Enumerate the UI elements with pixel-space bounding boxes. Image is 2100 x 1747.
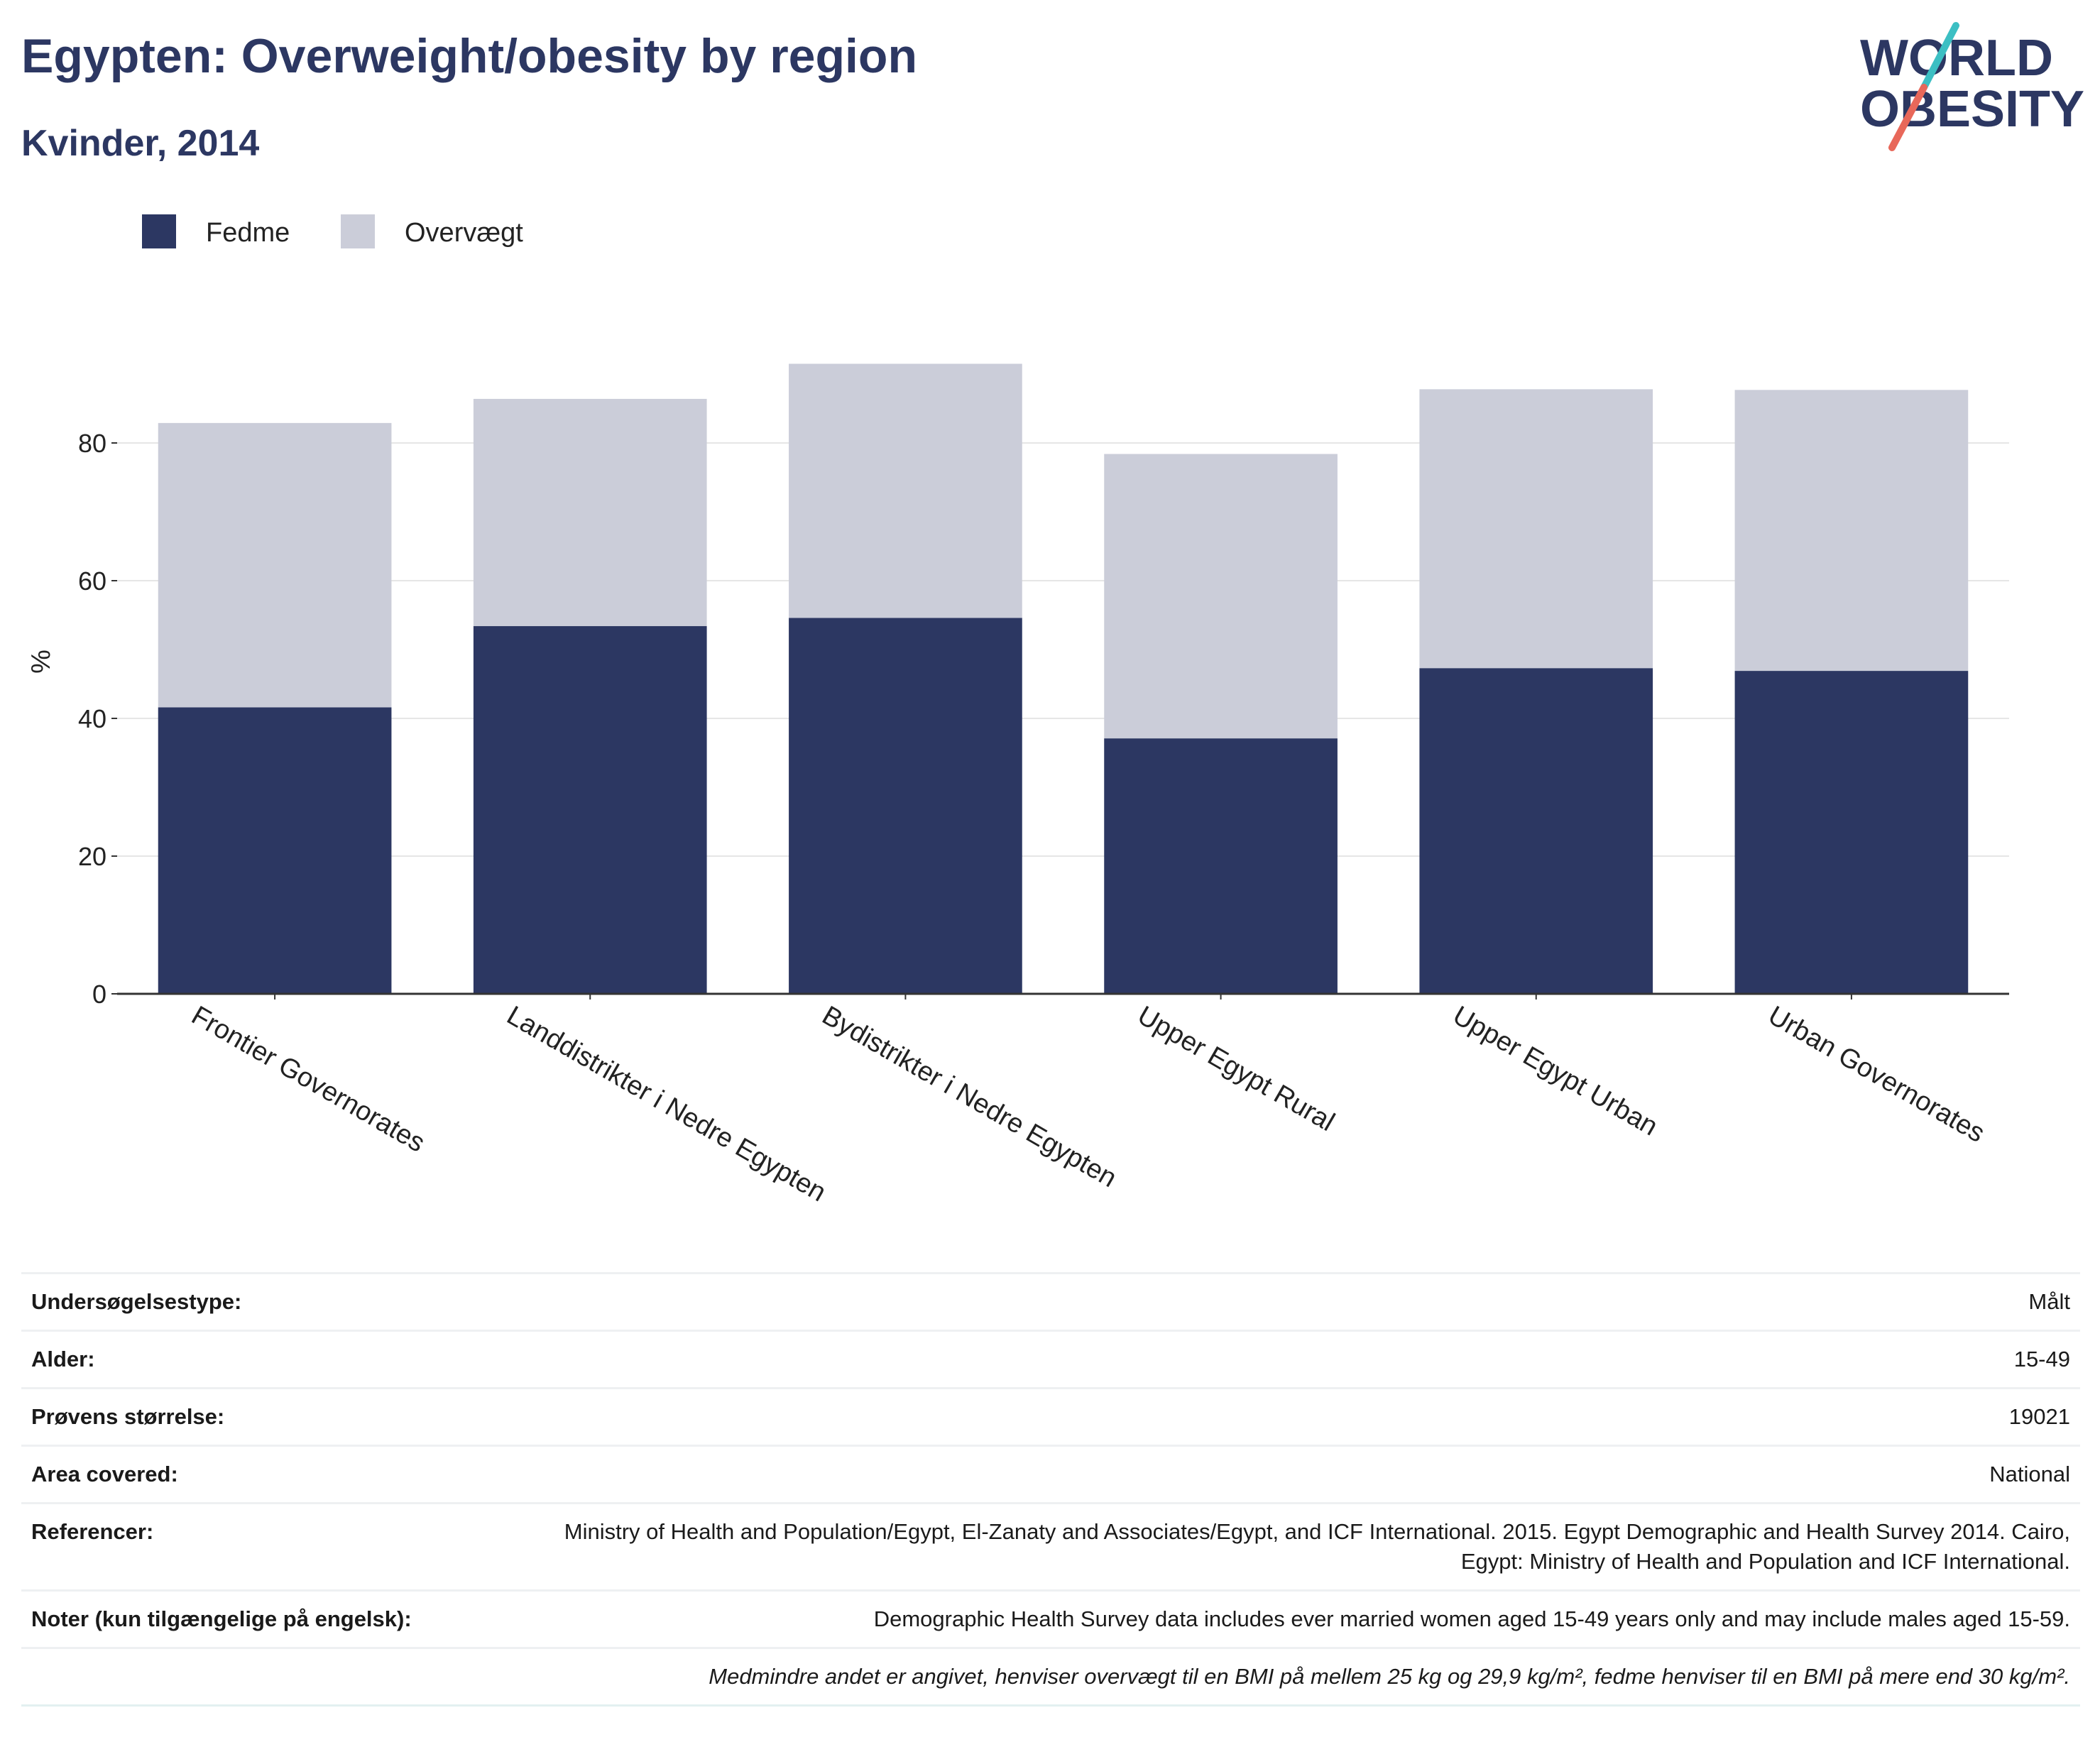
x-tick-label-5: Urban Governorates: [1763, 1000, 1989, 1149]
legend-swatch-1: [341, 214, 375, 248]
bar-1-1: [473, 398, 707, 627]
bar-3-0: [1104, 738, 1338, 994]
bmi-footnote: Medmindre andet er angivet, henviser ove…: [21, 1647, 2080, 1707]
meta-row: Prøvens størrelse: 19021: [21, 1387, 2080, 1446]
y-axis-ticks: 0 20 40 60 80: [78, 429, 117, 1009]
bar-4-1: [1419, 389, 1653, 669]
footnote-row: Medmindre andet er angivet, henviser ove…: [21, 1647, 2080, 1707]
legend: Fedme Overvægt: [142, 214, 523, 248]
logo-slash-red: [1888, 84, 1927, 151]
meta-value: Ministry of Health and Population/Egypt,…: [552, 1502, 2080, 1591]
y-tick-label-0: 0: [92, 980, 106, 1009]
y-tick-label-2: 40: [78, 704, 106, 733]
meta-row: Undersøgelsestype: Målt: [21, 1272, 2080, 1331]
meta-value: Målt: [552, 1272, 2080, 1331]
meta-label: Area covered:: [21, 1445, 552, 1504]
bar-2-1: [789, 363, 1022, 618]
y-tick-label-3: 60: [78, 566, 106, 596]
meta-label: Undersøgelsestype:: [21, 1272, 552, 1331]
meta-value: Demographic Health Survey data includes …: [552, 1589, 2080, 1648]
bar-4-0: [1419, 668, 1653, 994]
world-obesity-logo: WORLD OBESITY: [1860, 22, 2084, 151]
meta-row: Noter (kun tilgængelige på engelsk): Demo…: [21, 1589, 2080, 1648]
logo-line-2: OBESITY: [1860, 81, 2084, 138]
x-tick-label-3: Upper Egypt Rural: [1132, 1000, 1340, 1137]
bar-3-1: [1104, 454, 1338, 739]
logo-slash-teal: [1920, 22, 1959, 91]
x-axis-ticks: Frontier Governorates Landdistrikter i Ne…: [117, 992, 2009, 1207]
bar-2-0: [789, 618, 1022, 994]
chart-subtitle: Kvinder, 2014: [21, 123, 260, 164]
legend-label-0: Fedme: [206, 218, 290, 248]
bar-0-0: [158, 707, 392, 994]
meta-label: Referencer:: [21, 1502, 552, 1591]
y-tick-label-4: 80: [78, 429, 106, 458]
meta-label: Prøvens størrelse:: [21, 1387, 552, 1446]
bar-0-1: [158, 422, 392, 708]
survey-metadata-table: Undersøgelsestype: Målt Alder: 15-49 Prøvens…: [21, 1272, 2080, 1707]
meta-value: 19021: [552, 1387, 2080, 1446]
chart-title: Egypten: Overweight/obesity by region: [21, 29, 917, 83]
bar-5-1: [1734, 390, 1969, 672]
legend-label-1: Overvægt: [405, 218, 523, 248]
grid-lines: [117, 442, 2009, 857]
x-tick-label-1: Landdistrikter i Nedre Egypten: [502, 1000, 831, 1207]
bar-1-0: [473, 626, 707, 994]
meta-row: Referencer: Ministry of Health and Popula…: [21, 1502, 2080, 1591]
meta-row: Area covered: National: [21, 1445, 2080, 1504]
logo-line-1: WORLD: [1860, 30, 2053, 87]
x-tick-label-2: Bydistrikter i Nedre Egypten: [817, 1000, 1122, 1193]
bars: [158, 363, 1969, 994]
x-tick-label-4: Upper Egypt Urban: [1448, 1000, 1663, 1141]
legend-swatch-0: [142, 214, 176, 248]
meta-value: 15-49: [552, 1330, 2080, 1389]
y-tick-label-1: 20: [78, 842, 106, 871]
stacked-bar-chart: Fedme Overvægt 0 20 40 60 80 Frontier Governo…: [26, 214, 2009, 1207]
bar-5-0: [1734, 671, 1969, 994]
y-axis-label: %: [26, 650, 56, 674]
meta-value: National: [552, 1445, 2080, 1504]
meta-label: Alder:: [21, 1330, 552, 1389]
meta-label: Noter (kun tilgængelige på engelsk):: [21, 1589, 552, 1648]
x-tick-label-0: Frontier Governorates: [187, 1000, 430, 1158]
meta-row: Alder: 15-49: [21, 1330, 2080, 1389]
